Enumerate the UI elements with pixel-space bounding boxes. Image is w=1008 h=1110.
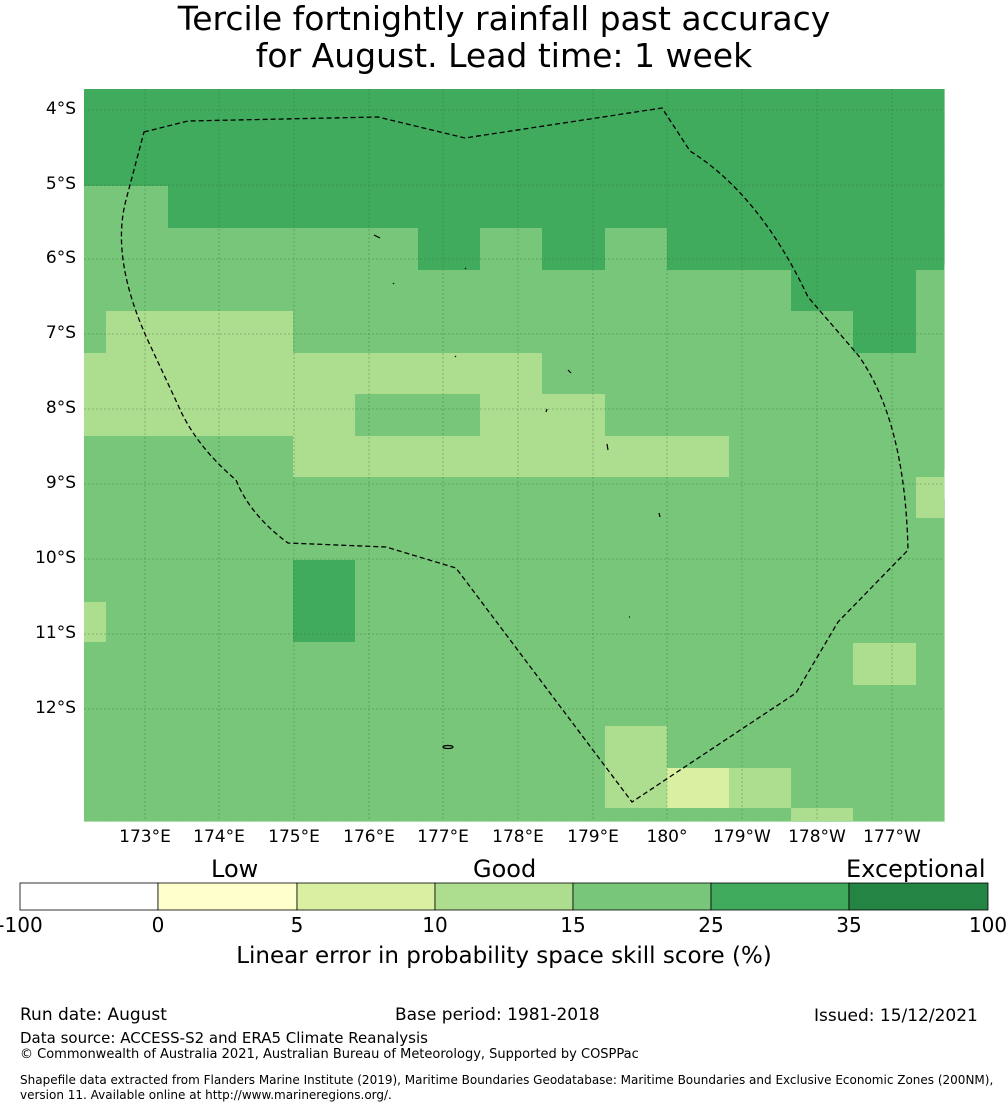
islands — [373, 234, 661, 750]
colorbar-segment — [572, 882, 712, 911]
grid-patch — [168, 186, 944, 228]
grid-patch — [916, 477, 944, 518]
longitude-label: 179°W — [713, 827, 771, 847]
grid-patch — [791, 808, 853, 821]
island — [454, 355, 457, 358]
island — [392, 282, 395, 285]
grid-patch — [542, 353, 944, 394]
grid-patch — [605, 726, 667, 808]
colorbar-segment — [296, 882, 436, 911]
grid-patch — [355, 394, 480, 436]
run-date: Run date: August — [20, 1005, 167, 1025]
grid-patch — [667, 228, 944, 270]
colorbar-segment — [434, 882, 574, 911]
issued-date: Issued: 15/12/2021 — [814, 1006, 978, 1026]
grid-patch — [729, 768, 791, 808]
colorbar-tick-label: 5 — [290, 913, 304, 937]
latitude-label: 10°S — [35, 548, 76, 568]
colorbar-tick-label: 0 — [151, 913, 165, 937]
latitude-label: 6°S — [45, 248, 76, 268]
copyright: © Commonwealth of Australia 2021, Austra… — [20, 1047, 639, 1062]
grid-patch — [418, 228, 480, 270]
latitude-label: 8°S — [45, 398, 76, 418]
grid-patch — [605, 228, 667, 270]
title-line-1: Tercile fortnightly rainfall past accura… — [177, 0, 831, 38]
grid-patch — [84, 353, 293, 436]
shapefile-credit-1: Shapefile data extracted from Flanders M… — [20, 1073, 994, 1087]
colorbar — [19, 882, 989, 911]
shapefile-credit-2: version 11. Available online at http://w… — [20, 1088, 392, 1102]
grid-patch — [605, 394, 944, 436]
colorbar-tick-label: 25 — [698, 913, 724, 937]
colorbar-tick-label: 35 — [836, 913, 862, 937]
grid-patch — [84, 311, 106, 353]
latitude-label: 4°S — [45, 99, 76, 119]
island — [442, 744, 454, 750]
island — [658, 512, 661, 518]
base-period: Base period: 1981-2018 — [395, 1005, 600, 1025]
eez-boundary — [120, 107, 909, 803]
colorbar-tick-label: 100 — [968, 913, 1008, 937]
longitude-label: 177°E — [417, 827, 469, 847]
grid-patch — [853, 643, 916, 685]
grid-patch — [293, 311, 853, 353]
grid-patch — [84, 602, 106, 642]
grid-patch — [84, 228, 418, 270]
colorbar-segment — [848, 882, 989, 911]
island — [373, 234, 381, 239]
island — [606, 443, 609, 451]
island — [464, 267, 467, 270]
colorbar-tick-label: 15 — [560, 913, 586, 937]
longitude-label: 177°W — [863, 827, 921, 847]
longitude-label: 180° — [646, 827, 688, 847]
skill-score-grid — [84, 89, 945, 822]
latitude-label: 5°S — [45, 174, 76, 194]
grid-patch — [729, 436, 944, 477]
category-exceptional: Exceptional — [846, 855, 986, 883]
grid-patch — [84, 270, 791, 311]
longitude-label: 175°E — [268, 827, 320, 847]
island — [567, 369, 572, 374]
latitude-label: 11°S — [35, 623, 76, 643]
category-good: Good — [473, 855, 537, 883]
grid-patch — [84, 477, 944, 821]
latitude-label: 7°S — [45, 323, 76, 343]
island — [545, 408, 548, 413]
grid-patch — [293, 560, 355, 642]
latitude-label: 12°S — [35, 698, 76, 718]
grid-patch — [916, 270, 944, 311]
grid-patch — [106, 311, 293, 353]
colorbar-title: Linear error in probability space skill … — [236, 943, 772, 969]
title-line-2: for August. Lead time: 1 week — [255, 36, 753, 75]
longitude-label: 179°E — [567, 827, 619, 847]
colorbar-tick-label: -100 — [0, 913, 43, 937]
colorbar-segment — [710, 882, 850, 911]
longitude-label: 178°E — [492, 827, 544, 847]
colorbar-segment — [157, 882, 298, 911]
grid-patch — [293, 436, 729, 477]
grid-patch — [916, 311, 944, 353]
data-source: Data source: ACCESS-S2 and ERA5 Climate … — [20, 1029, 428, 1047]
grid-patch — [84, 89, 944, 186]
latitude-label: 9°S — [45, 473, 76, 493]
category-low: Low — [211, 855, 259, 883]
longitude-label: 174°E — [193, 827, 245, 847]
grid-patch — [84, 436, 293, 478]
grid-patch — [853, 311, 916, 353]
grid-patch — [791, 270, 916, 311]
colorbar-segment — [19, 882, 159, 911]
grid-patch — [480, 228, 542, 270]
longitude-label: 173°E — [119, 827, 171, 847]
grid-patch — [293, 394, 355, 436]
graticule — [84, 89, 944, 821]
grid-patch — [84, 186, 168, 228]
grid-patch — [293, 353, 542, 394]
colorbar-tick-label: 10 — [422, 913, 448, 937]
longitude-label: 178°W — [788, 827, 846, 847]
grid-patch — [480, 394, 605, 436]
grid-patch — [542, 228, 605, 270]
grid-patch — [667, 768, 729, 808]
longitude-label: 176°E — [343, 827, 395, 847]
